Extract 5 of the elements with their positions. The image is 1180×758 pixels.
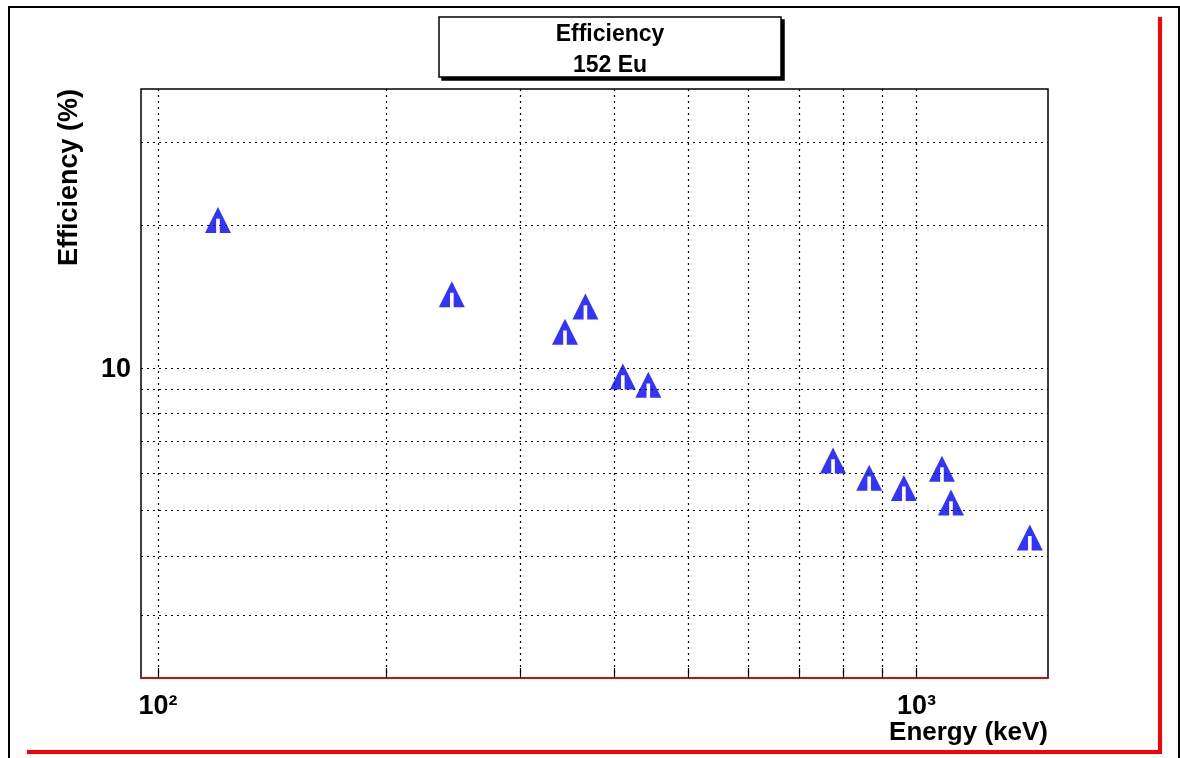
y-axis-title: Efficiency (%)	[52, 89, 83, 267]
chart-title: Efficiency	[555, 19, 665, 46]
chart-subtitle: 152 Eu	[572, 50, 648, 77]
x-tick-label: 10²	[138, 689, 178, 720]
text: 10	[100, 353, 131, 383]
